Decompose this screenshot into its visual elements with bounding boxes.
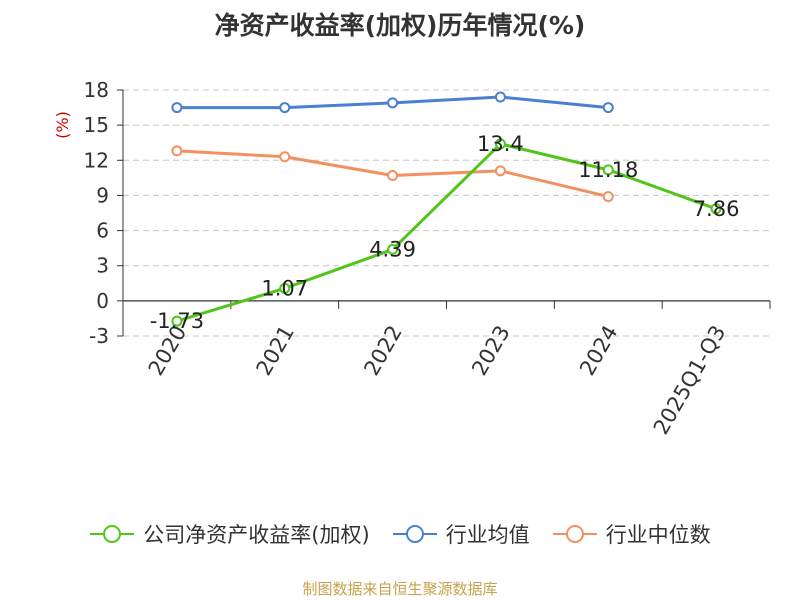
data-point [279, 151, 291, 163]
data-point [710, 203, 722, 215]
data-point [171, 315, 183, 327]
data-point [387, 170, 399, 182]
data-point [171, 145, 183, 157]
data-point [602, 102, 614, 114]
source-note: 制图数据来自恒生聚源数据库 [302, 580, 498, 598]
data-label: 11.18 [578, 158, 638, 182]
legend-label-industry-mean: 行业均值 [445, 523, 530, 547]
legend-line-circle-icon [90, 525, 135, 543]
legend-line-circle-icon [552, 525, 597, 543]
data-label: 13.4 [477, 132, 524, 156]
data-point [279, 282, 291, 294]
x-tick-label: 2022 [359, 321, 407, 379]
data-label: 7.86 [693, 197, 740, 221]
legend-item-company[interactable]: 公司净资产收益率(加权) [89, 519, 370, 549]
y-tick-label: 12 [84, 148, 109, 172]
data-label: 4.39 [369, 237, 416, 261]
legend-item-industry-mean[interactable]: 行业均值 [392, 519, 530, 549]
series-line [176, 142, 717, 323]
chart-title: 净资产收益率(加权)历年情况(%) [214, 11, 586, 40]
data-point [387, 243, 399, 255]
legend-label-industry-median: 行业中位数 [605, 523, 711, 547]
x-tick-label: 2021 [252, 321, 300, 379]
x-tick-label: 2024 [575, 321, 623, 379]
data-label: -1.73 [150, 309, 204, 333]
y-tick-label: 18 [84, 78, 109, 102]
legend: 公司净资产收益率(加权) 行业均值 行业中位数 [0, 519, 800, 549]
y-tick-label: 6 [96, 219, 109, 243]
legend-label-company: 公司净资产收益率(加权) [143, 523, 370, 547]
data-point [387, 97, 399, 109]
y-tick-label: 0 [96, 289, 109, 313]
y-tick-label: 9 [96, 183, 109, 207]
legend-item-industry-median[interactable]: 行业中位数 [552, 519, 711, 549]
legend-line-circle-icon [392, 525, 437, 543]
x-tick-label: 2023 [467, 321, 515, 379]
data-point [602, 191, 614, 203]
y-tick-label: -3 [89, 324, 109, 348]
data-point [494, 91, 506, 103]
data-point [494, 165, 506, 177]
y-tick-label: 3 [96, 254, 109, 278]
y-tick-label: 15 [84, 113, 109, 137]
data-point [494, 138, 506, 150]
y-axis-label: (%) [53, 111, 72, 139]
x-tick-label: 2025Q1-Q3 [649, 321, 731, 438]
data-label: 1.07 [261, 276, 308, 300]
data-point [171, 102, 183, 114]
data-point [602, 164, 614, 176]
data-point [279, 102, 291, 114]
